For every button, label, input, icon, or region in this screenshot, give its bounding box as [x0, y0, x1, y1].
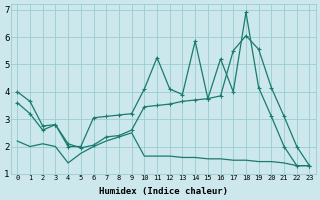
X-axis label: Humidex (Indice chaleur): Humidex (Indice chaleur) — [99, 187, 228, 196]
